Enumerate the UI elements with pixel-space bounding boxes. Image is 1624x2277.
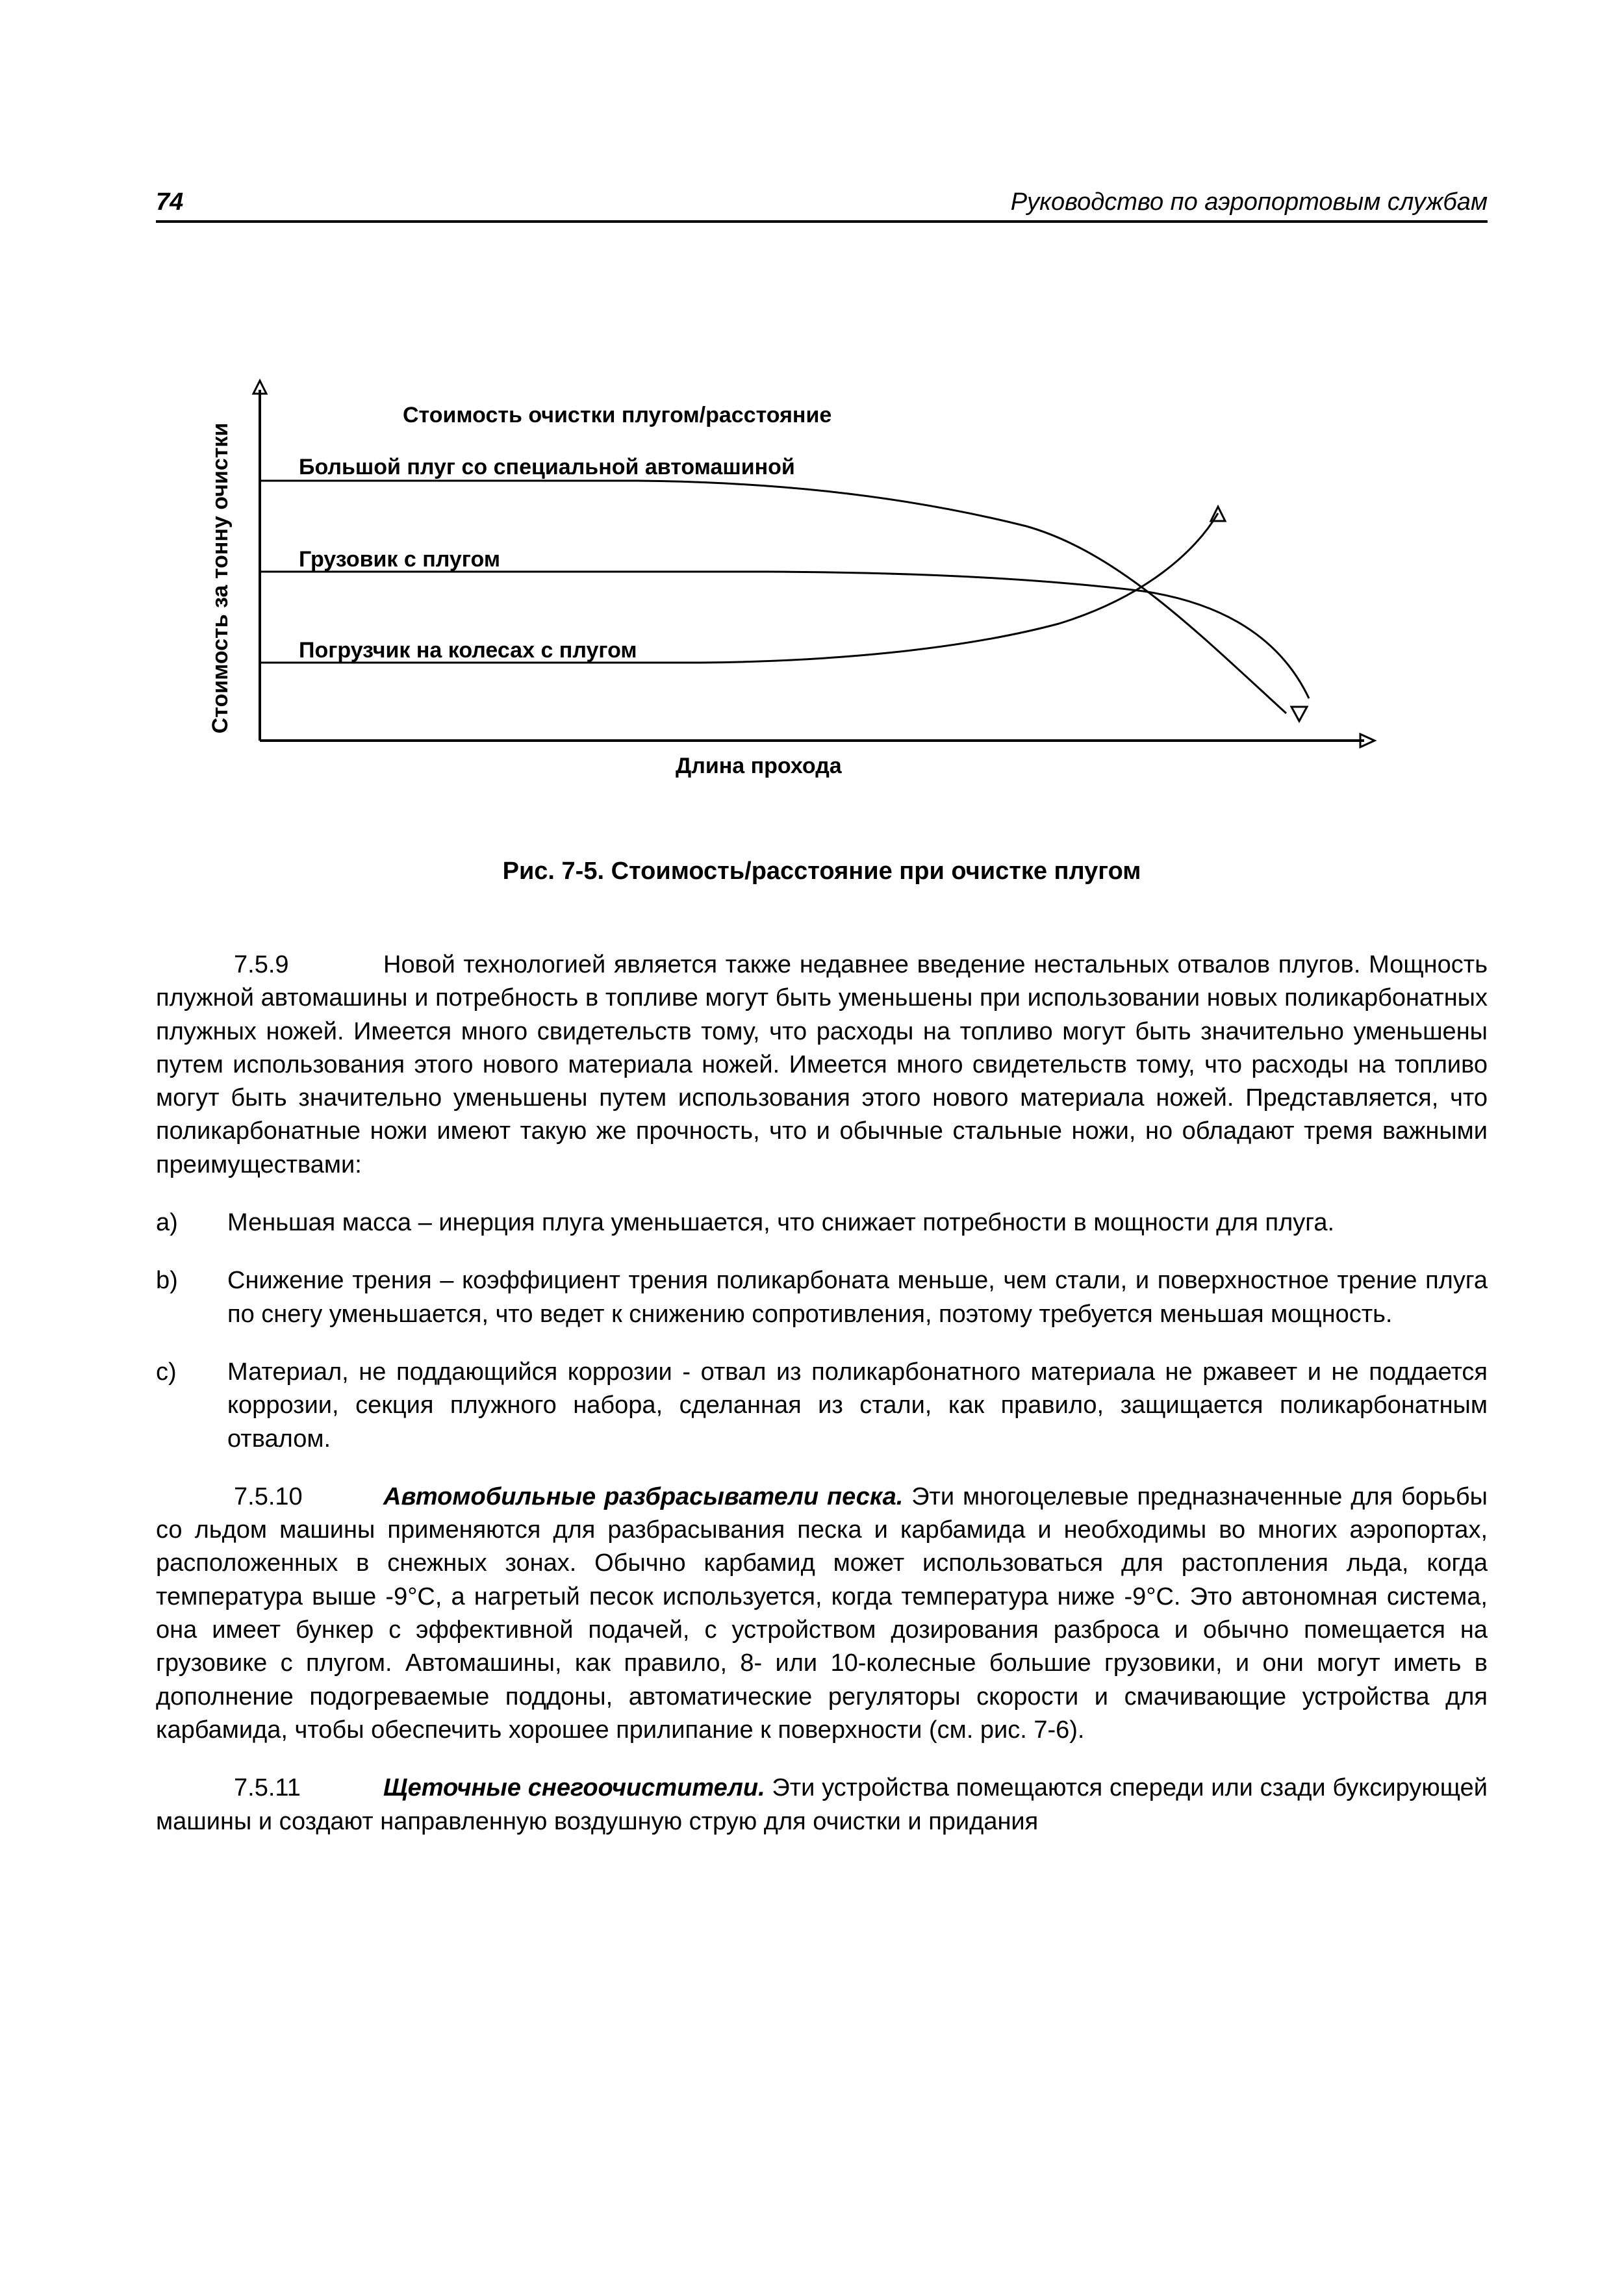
chart-svg: Стоимость очистки плугом/расстояние Боль… xyxy=(182,377,1416,793)
series-label-2: Погрузчик на колесах с плугом xyxy=(299,638,637,663)
para-text: Эти многоцелевые предназначенные для бор… xyxy=(156,1483,1488,1744)
paragraph-7-5-10: 7.5.10Автомобильные разбрасыватели песка… xyxy=(156,1481,1488,1747)
chart-caption: Рис. 7-5. Стоимость/расстояние при очист… xyxy=(156,858,1488,885)
list-label: a) xyxy=(156,1206,227,1240)
para-number: 7.5.11 xyxy=(234,1772,383,1805)
paragraph-7-5-11: 7.5.11Щеточные снегоочистители. Эти устр… xyxy=(156,1772,1488,1838)
list-body: Снижение трения – коэффициент трения пол… xyxy=(227,1264,1488,1331)
page-header: 74 Руководство по аэропортовым службам xyxy=(156,188,1488,223)
series-line-1 xyxy=(260,572,1309,698)
list-item-a: a) Меньшая масса – инерция плуга уменьша… xyxy=(156,1206,1488,1240)
series-label-0: Большой плуг со специальной автомашиной xyxy=(299,455,795,479)
para-number: 7.5.10 xyxy=(234,1481,383,1514)
list-label: c) xyxy=(156,1356,227,1456)
list-body: Меньшая масса – инерция плуга уменьшаетс… xyxy=(227,1206,1488,1240)
series-label-1: Грузовик с плугом xyxy=(299,547,500,572)
y-axis-label: Стоимость за тонну очистки xyxy=(208,423,233,734)
list-item-b: b) Снижение трения – коэффициент трения … xyxy=(156,1264,1488,1331)
page: 74 Руководство по аэропортовым службам С… xyxy=(0,0,1624,2277)
page-content: Стоимость очистки плугом/расстояние Боль… xyxy=(156,234,1488,1863)
header-title: Руководство по аэропортовым службам xyxy=(1011,188,1488,216)
series-line-0 xyxy=(260,481,1286,713)
paragraph-7-5-9: 7.5.9Новой технологией является также не… xyxy=(156,948,1488,1182)
list-body: Материал, не поддающийся коррозии - отва… xyxy=(227,1356,1488,1456)
para-title: Автомобильные разбрасыватели песка. xyxy=(383,1483,903,1510)
chart-title: Стоимость очистки плугом/расстояние xyxy=(403,403,831,427)
list-item-c: c) Материал, не поддающийся коррозии - о… xyxy=(156,1356,1488,1456)
cost-distance-chart: Стоимость очистки плугом/расстояние Боль… xyxy=(156,377,1488,871)
series-marker-icon xyxy=(1291,707,1307,721)
x-axis-label: Длина прохода xyxy=(676,754,843,778)
list-label: b) xyxy=(156,1264,227,1331)
page-number: 74 xyxy=(156,188,183,216)
para-title: Щеточные снегоочистители. xyxy=(383,1774,765,1801)
para-text: Новой технологией является также недавне… xyxy=(156,951,1488,1178)
para-number: 7.5.9 xyxy=(234,948,383,982)
